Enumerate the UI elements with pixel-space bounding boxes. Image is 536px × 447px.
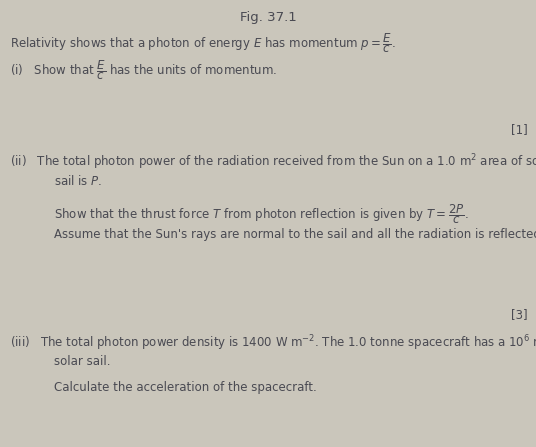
Text: Assume that the Sun's rays are normal to the sail and all the radiation is refle: Assume that the Sun's rays are normal to… (54, 228, 536, 241)
Text: Relativity shows that a photon of energy $E$ has momentum $p = \dfrac{E}{c}$.: Relativity shows that a photon of energy… (10, 31, 396, 55)
Text: (iii)   The total photon power density is 1400 W m$^{-2}$. The 1.0 tonne spacecr: (iii) The total photon power density is … (10, 333, 536, 353)
Text: (i)   Show that $\dfrac{E}{c}$ has the units of momentum.: (i) Show that $\dfrac{E}{c}$ has the uni… (10, 58, 277, 82)
Text: Calculate the acceleration of the spacecraft.: Calculate the acceleration of the spacec… (54, 381, 316, 394)
Text: solar sail.: solar sail. (54, 355, 110, 368)
Text: [3]: [3] (511, 308, 528, 321)
Text: Show that the thrust force $T$ from photon reflection is given by $T = \dfrac{2P: Show that the thrust force $T$ from phot… (54, 202, 468, 226)
Text: Fig. 37.1: Fig. 37.1 (240, 11, 296, 24)
Text: (ii)   The total photon power of the radiation received from the Sun on a 1.0 m$: (ii) The total photon power of the radia… (10, 152, 536, 172)
Text: [1]: [1] (511, 123, 528, 136)
Text: sail is $P$.: sail is $P$. (54, 174, 102, 188)
